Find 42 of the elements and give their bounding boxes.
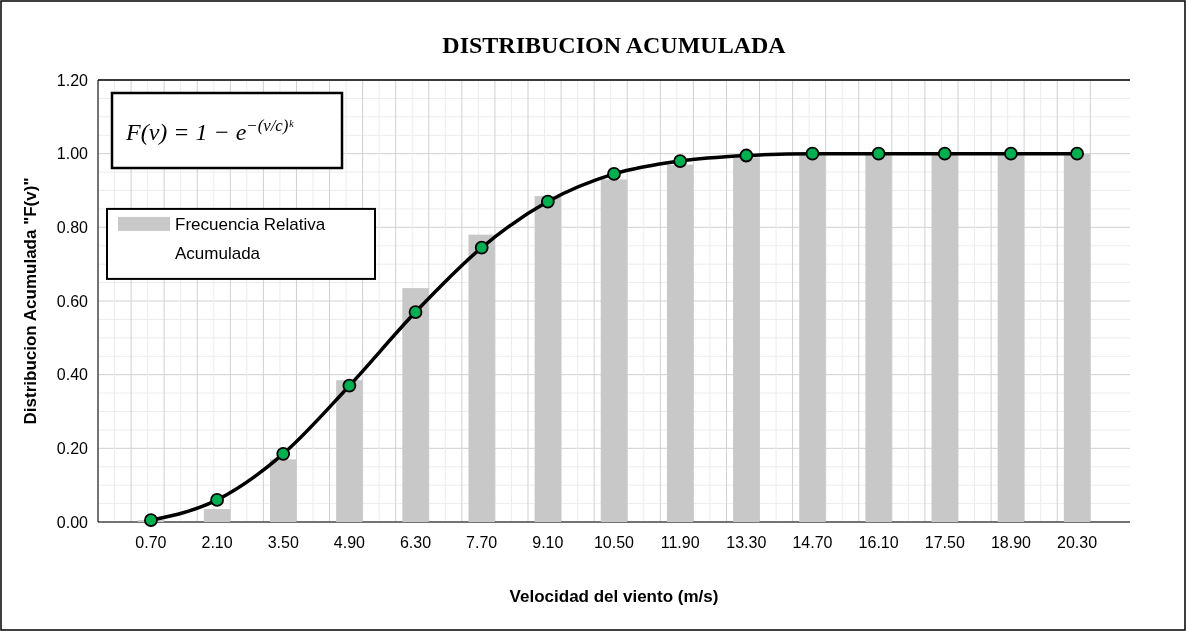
point — [540, 194, 555, 209]
x-tick-label: 13.30 — [726, 534, 767, 551]
y-axis-title: Distribucion Acumulada "F(v)" — [21, 177, 40, 425]
y-tick-label: 0.80 — [56, 218, 89, 236]
x-tick-label: 16.10 — [858, 534, 899, 551]
point — [1070, 146, 1084, 161]
point — [144, 513, 158, 528]
point — [474, 240, 489, 255]
point — [805, 146, 820, 161]
point — [607, 167, 621, 181]
x-tick-label: 6.30 — [399, 534, 432, 551]
x-tick-label: 9.10 — [532, 534, 564, 551]
x-tick-label: 14.70 — [792, 534, 833, 551]
x-tick-label: 17.50 — [924, 534, 965, 551]
y-tick-label: 0.40 — [56, 366, 89, 384]
x-tick-label: 10.50 — [593, 534, 635, 551]
y-tick-label: 1.00 — [56, 145, 89, 163]
x-tick-label: 3.50 — [267, 534, 299, 551]
y-tick-label: 0.20 — [56, 439, 89, 457]
point — [1004, 146, 1018, 161]
point — [937, 146, 952, 161]
x-tick-label: 11.90 — [660, 534, 700, 551]
annotation: F(v) = 1 − e$^{−(v/c)ᵏ}$ — [125, 115, 295, 145]
point — [871, 146, 886, 161]
y-tick-label: 0.60 — [56, 292, 89, 310]
point — [408, 305, 423, 319]
point — [276, 446, 291, 461]
x-tick-label: 2.10 — [201, 534, 233, 551]
x-tick-label: 20.30 — [1057, 534, 1098, 551]
point — [342, 378, 357, 393]
point — [210, 493, 224, 507]
legend-label: Frecuencia Relativa Acumulada — [175, 214, 326, 263]
x-tick-label: 0.70 — [135, 534, 167, 551]
chart-title: DISTRIBUCION ACUMULADA — [442, 32, 787, 58]
x-tick-label: 18.90 — [990, 534, 1032, 551]
y-tick-label: 0.00 — [56, 513, 89, 531]
x-tick-label: 4.90 — [333, 534, 366, 551]
point — [673, 154, 688, 168]
point — [739, 148, 754, 163]
y-tick-label: 1.20 — [56, 71, 89, 89]
x-tick-label: 7.70 — [466, 534, 498, 551]
x-axis-title: Velocidad del viento (m/s) — [509, 587, 719, 606]
